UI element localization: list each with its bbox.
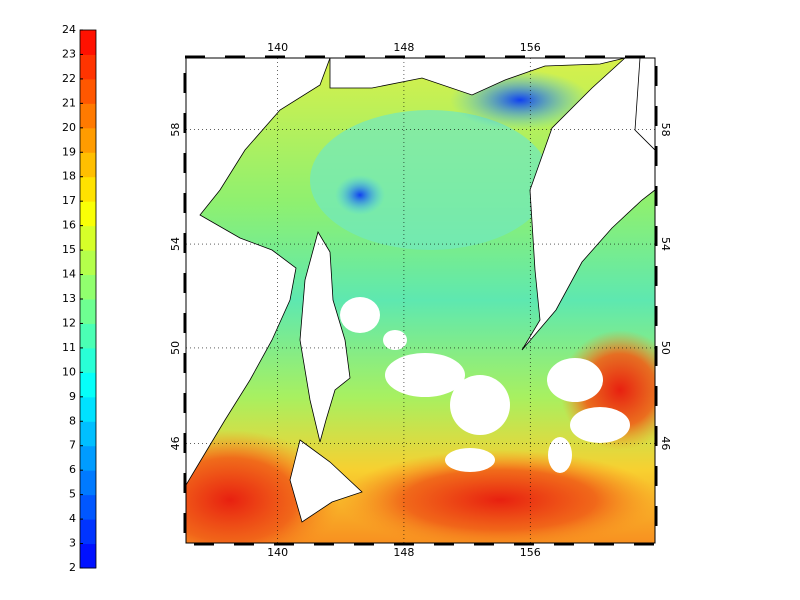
colorbar-label: 22 bbox=[62, 72, 76, 85]
color-band bbox=[80, 225, 96, 251]
color-band bbox=[80, 30, 96, 55]
color-band bbox=[80, 445, 96, 471]
sst-field bbox=[186, 58, 655, 543]
colorbar-label: 13 bbox=[62, 292, 76, 305]
lat-label-left: 58 bbox=[169, 123, 182, 137]
color-band bbox=[80, 250, 96, 276]
color-band bbox=[80, 78, 96, 104]
color-band bbox=[80, 299, 96, 324]
color-band bbox=[80, 323, 96, 349]
lat-label-right: 50 bbox=[659, 341, 672, 355]
colorbar-label: 20 bbox=[62, 121, 76, 134]
color-band bbox=[80, 54, 96, 80]
colorbar-label: 2 bbox=[69, 561, 76, 574]
colorbar-label: 4 bbox=[69, 512, 76, 525]
lon-label-top: 148 bbox=[393, 41, 414, 54]
colorbar-label: 14 bbox=[62, 268, 76, 281]
lat-label-left: 54 bbox=[169, 237, 182, 251]
color-band bbox=[80, 421, 96, 447]
colorbar-frame bbox=[79, 29, 97, 569]
lon-label-top: 140 bbox=[267, 41, 288, 54]
colorbar-label: 17 bbox=[62, 194, 76, 207]
color-band bbox=[80, 543, 96, 569]
colorbar-label: 12 bbox=[62, 316, 76, 329]
color-band bbox=[80, 470, 96, 496]
color-band bbox=[80, 494, 96, 520]
colorbar-label: 6 bbox=[69, 463, 76, 476]
color-band bbox=[80, 519, 96, 545]
colorbar-label: 18 bbox=[62, 170, 76, 183]
lon-label-top: 156 bbox=[520, 41, 541, 54]
colorbar-label: 23 bbox=[62, 47, 76, 60]
colorbar-label: 5 bbox=[69, 488, 76, 501]
colorbar-label: 24 bbox=[62, 23, 76, 36]
color-band bbox=[80, 396, 96, 422]
lat-label-right: 46 bbox=[659, 436, 672, 450]
color-band bbox=[80, 127, 96, 153]
map-frame bbox=[185, 57, 656, 544]
color-band bbox=[80, 103, 96, 129]
colorbar-label: 15 bbox=[62, 243, 76, 256]
color-band bbox=[80, 274, 96, 300]
color-band bbox=[80, 372, 96, 398]
colorbar-label: 10 bbox=[62, 365, 76, 378]
colorbar-label: 11 bbox=[62, 341, 76, 354]
colorbar-label: 8 bbox=[69, 414, 76, 427]
color-band bbox=[80, 347, 96, 373]
colorbar-label: 19 bbox=[62, 145, 76, 158]
lat-label-left: 50 bbox=[169, 341, 182, 355]
colorbar-label: 9 bbox=[69, 390, 76, 403]
color-band bbox=[80, 176, 96, 202]
graticule: 140 140 148 148 156 156 46 46 50 50 54 54 58 58 bbox=[169, 41, 672, 559]
colorbar-label: 7 bbox=[69, 439, 76, 452]
lon-label-bottom: 140 bbox=[267, 546, 288, 559]
lat-label-left: 46 bbox=[169, 436, 182, 450]
color-band bbox=[80, 201, 96, 227]
lat-label-right: 54 bbox=[659, 237, 672, 251]
color-band bbox=[80, 152, 96, 178]
lon-label-bottom: 156 bbox=[520, 546, 541, 559]
colorbar-label: 16 bbox=[62, 219, 76, 232]
lat-label-right: 58 bbox=[659, 123, 672, 137]
colorbar-label: 21 bbox=[62, 96, 76, 109]
colorbar-label: 3 bbox=[69, 537, 76, 550]
lon-label-bottom: 148 bbox=[393, 546, 414, 559]
